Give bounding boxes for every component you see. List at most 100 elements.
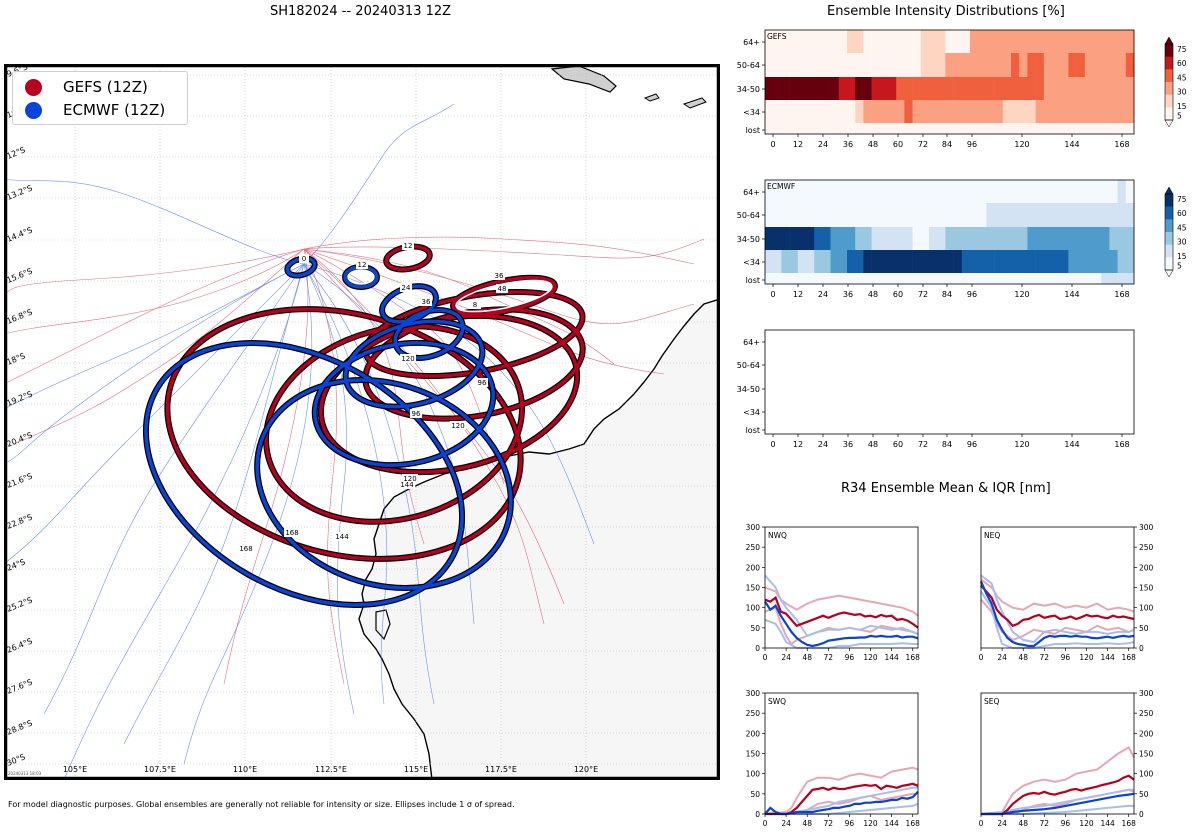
heatmap-cell bbox=[1084, 77, 1094, 100]
heatmap-cell bbox=[847, 100, 856, 123]
heatmap-x-tick: 60 bbox=[893, 140, 903, 149]
heatmap-cell bbox=[1117, 227, 1127, 250]
heatmap-cell bbox=[830, 77, 840, 100]
heatmap-cell bbox=[838, 273, 848, 284]
heatmap-cell bbox=[961, 100, 971, 123]
heatmap-cell bbox=[1052, 250, 1061, 273]
heatmap-cell bbox=[1084, 100, 1094, 123]
heatmap-cell bbox=[1084, 123, 1094, 134]
heatmap-cell bbox=[961, 30, 971, 53]
heatmap-cell bbox=[1125, 180, 1135, 203]
heatmap-cell bbox=[1060, 100, 1069, 123]
r34-y-tick: 300 bbox=[746, 523, 761, 532]
heatmap-cell bbox=[765, 273, 774, 284]
heatmap-cell bbox=[838, 203, 848, 227]
heatmap-cell bbox=[822, 30, 831, 53]
heatmap-cell bbox=[789, 273, 799, 284]
heatmap-cell bbox=[1043, 180, 1053, 203]
heatmap-cell bbox=[773, 203, 782, 227]
heatmap-cell bbox=[970, 123, 979, 134]
r34-y-tick: 0 bbox=[755, 644, 760, 653]
r34-title: R34 Ensemble Mean & IQR [nm] bbox=[841, 481, 1051, 496]
heatmap-cell bbox=[847, 227, 856, 250]
heatmap-cell bbox=[978, 203, 987, 227]
gefs-mean-line bbox=[765, 782, 919, 816]
heatmap-cell bbox=[888, 123, 897, 134]
heatmap-cell bbox=[1084, 180, 1094, 203]
heatmap-cell bbox=[1011, 100, 1020, 123]
heatmap-cell bbox=[994, 30, 1004, 53]
ecmwf-ellipses bbox=[142, 255, 514, 608]
legend-marker-gefs bbox=[25, 78, 42, 96]
heatmap-cell bbox=[1109, 273, 1118, 284]
heatmap-cell bbox=[1011, 30, 1020, 53]
heatmap-cell bbox=[773, 250, 782, 273]
heatmap-cell bbox=[937, 180, 946, 203]
heatmap-cell bbox=[781, 53, 790, 77]
heatmap-cell bbox=[1011, 273, 1020, 284]
heatmap-x-tick: 96 bbox=[967, 290, 977, 299]
heatmap-cell bbox=[1125, 273, 1135, 284]
heatmap-cell bbox=[863, 123, 872, 134]
heatmap-cell bbox=[1052, 100, 1061, 123]
heatmap-cell bbox=[896, 77, 905, 100]
heatmap-cell bbox=[986, 180, 995, 203]
heatmap-cell bbox=[797, 203, 807, 227]
svg-text:120: 120 bbox=[403, 475, 416, 483]
ecmwf-iqr-line bbox=[764, 618, 918, 649]
heatmap-cell bbox=[970, 227, 979, 250]
colorbar-segment bbox=[1165, 94, 1173, 108]
heatmap-cell bbox=[838, 180, 848, 203]
heatmap-cell bbox=[838, 100, 848, 123]
heatmap-cell bbox=[1035, 203, 1045, 227]
colorbar-segment bbox=[1165, 82, 1173, 95]
colorbar-segment bbox=[1165, 69, 1173, 83]
heatmap-x-tick: 84 bbox=[942, 440, 952, 449]
r34-quadrant-label: NEQ bbox=[984, 531, 1000, 540]
heatmap-cell bbox=[1052, 53, 1061, 77]
heatmap-cell bbox=[904, 77, 913, 100]
heatmap-cell bbox=[912, 180, 922, 203]
heatmap-cell bbox=[920, 30, 930, 53]
heatmap-cell bbox=[920, 203, 930, 227]
r34-x-tick: 144 bbox=[884, 819, 899, 828]
heatmap-cell bbox=[1019, 227, 1028, 250]
heatmap-cell bbox=[1011, 227, 1020, 250]
r34-x-tick: 72 bbox=[824, 819, 834, 828]
heatmap-panel-0: 64+ 50-64 34-50 <34 lost 0 12 24 36 48 60 72 84 96 120… bbox=[737, 29, 1187, 149]
heatmap-row-label: <34 bbox=[743, 108, 760, 117]
heatmap-cell bbox=[1043, 100, 1053, 123]
heatmap-cell bbox=[953, 180, 963, 203]
r34-x-tick: 24 bbox=[997, 653, 1007, 662]
heatmap-cell bbox=[1076, 53, 1086, 77]
heatmap-cell bbox=[814, 30, 823, 53]
heatmap-cell bbox=[1052, 30, 1061, 53]
heatmap-cell bbox=[953, 227, 963, 250]
heatmap-x-tick: 96 bbox=[967, 440, 977, 449]
heatmap-x-tick: 24 bbox=[818, 290, 828, 299]
lon-label: 110°E bbox=[233, 765, 257, 774]
heatmap-cell bbox=[1060, 250, 1069, 273]
heatmap-cell bbox=[765, 100, 774, 123]
heatmap-cell bbox=[863, 227, 872, 250]
r34-x-tick: 168 bbox=[1122, 819, 1137, 828]
svg-text:24: 24 bbox=[402, 284, 411, 292]
heatmap-cell bbox=[1052, 77, 1061, 100]
heatmap-cell bbox=[937, 250, 946, 273]
heatmap-cell bbox=[797, 123, 807, 134]
map-stamp: 20240313 18:03 bbox=[8, 771, 42, 776]
heatmap-cell bbox=[1125, 250, 1135, 273]
heatmap-cell bbox=[863, 273, 872, 284]
heatmap-cell bbox=[1093, 203, 1102, 227]
map-gridlines bbox=[4, 64, 720, 780]
r34-x-tick: 144 bbox=[1100, 653, 1115, 662]
svg-text:144: 144 bbox=[335, 533, 349, 541]
heatmap-row-label: 34-50 bbox=[737, 235, 760, 244]
heatmap-x-tick: 72 bbox=[918, 290, 928, 299]
heatmap-cell bbox=[1125, 30, 1135, 53]
gefs-iqr-line bbox=[764, 606, 919, 646]
svg-text:168: 168 bbox=[285, 529, 298, 537]
heatmap-cell bbox=[1035, 53, 1045, 77]
